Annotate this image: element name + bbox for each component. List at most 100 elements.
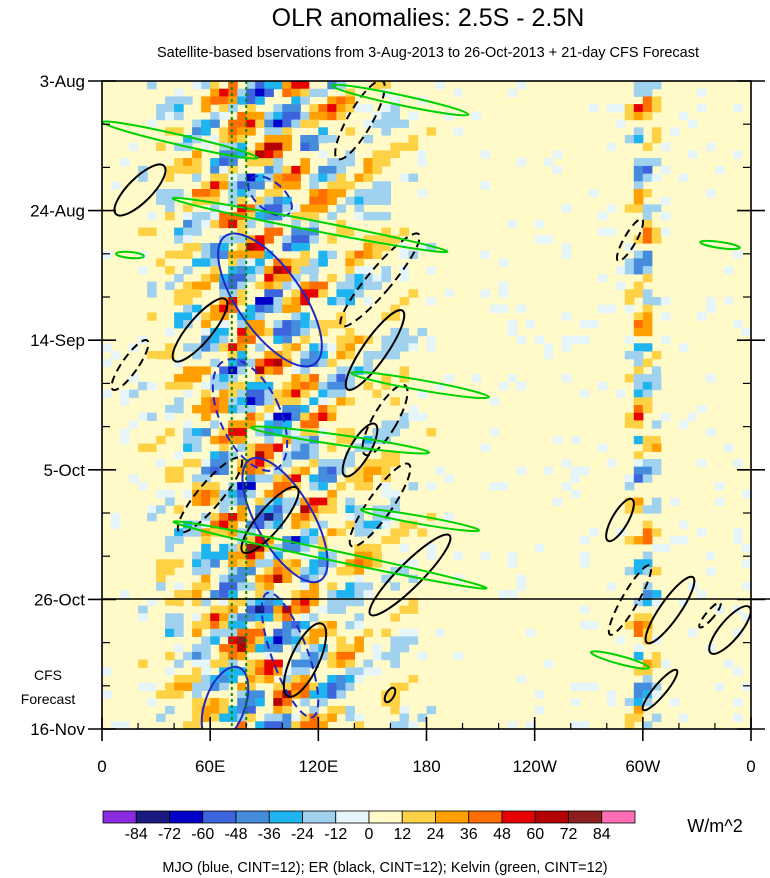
field-cell [255,150,265,159]
field-cell [615,644,626,653]
field-cell [696,659,707,668]
field-cell [165,189,175,198]
field-cell [228,173,238,182]
field-cell [363,559,373,568]
field-cell [201,667,211,676]
field-cell [309,690,319,699]
field-cell [183,96,193,105]
field-cell [552,497,563,506]
colorbar-box [568,810,603,824]
field-cell [300,466,310,475]
field-cell [363,250,373,259]
field-cell [354,597,364,607]
field-cell [579,621,590,630]
mjo-contour [200,665,250,729]
field-cell [300,713,310,722]
field-cell [525,243,536,252]
field-cell [219,613,229,622]
field-cell [201,659,211,668]
field-cell [444,111,455,121]
field-cell [642,327,653,337]
field-cell [480,698,491,707]
field-cell [390,513,400,522]
field-cell [651,366,662,375]
field-cell [633,250,644,259]
field-cell [237,644,247,653]
field-cell [516,81,527,90]
forecast-label-line-2: Forecast [21,691,76,707]
field-cell [372,374,382,383]
field-cell [273,304,283,313]
field-cell [561,543,572,553]
field-cell [633,412,644,421]
field-cell [291,81,301,90]
field-cell [300,189,310,198]
field-cell [543,351,554,360]
field-cell [417,327,428,337]
field-cell [237,443,247,452]
field-cell [264,474,274,483]
field-cell [381,158,391,167]
field-cell [210,451,220,460]
field-cell [724,266,734,275]
field-cell [399,88,410,97]
field-cell [624,243,635,252]
field-cell [210,682,220,691]
mjo-contour [217,232,323,368]
field-cell [525,397,536,406]
field-cell [291,597,301,607]
field-cell [219,698,229,707]
field-cell [291,443,301,452]
field-cell [228,212,238,221]
field-cell [264,536,274,545]
field-cell [363,659,373,668]
field-cell [381,335,391,344]
field-cell [642,682,653,691]
field-cell [237,111,247,121]
field-cell [624,266,635,275]
field-cell [624,289,635,298]
field-cell [336,389,346,398]
field-cell [147,513,157,522]
field-cell [138,381,148,391]
field-cell [228,281,238,290]
field-cell [597,543,608,553]
field-cell [264,196,274,205]
field-cell [543,158,554,167]
field-cell [246,405,256,414]
field-cell [552,165,563,175]
field-cell [336,351,346,360]
field-cell [327,104,337,113]
field-cell [273,505,283,514]
field-cell [300,135,310,144]
field-cell [372,81,382,90]
field-cell [696,88,707,97]
field-cell [399,567,410,576]
field-cell [192,597,202,607]
field-cell [660,212,671,221]
kelvin-contour [330,83,470,117]
field-cell [282,343,292,352]
field-cell [309,528,319,537]
field-cell [381,289,391,298]
field-cell [273,212,283,221]
field-cell [210,721,220,729]
field-cell [624,497,635,506]
field-cell [210,636,220,645]
field-cell [237,381,247,391]
field-cell [480,250,491,259]
field-cell [264,582,274,591]
field-cell [633,559,644,568]
field-cell [363,582,373,591]
field-cell [579,551,590,560]
field-cell [336,644,346,653]
field-cell [651,713,662,722]
field-cell [255,389,265,398]
field-cell [742,443,751,452]
field-cell [327,690,337,699]
field-cell [345,474,355,483]
field-cell [390,582,400,591]
field-cell [156,273,166,283]
field-cell [642,590,653,599]
field-cell [633,597,644,607]
